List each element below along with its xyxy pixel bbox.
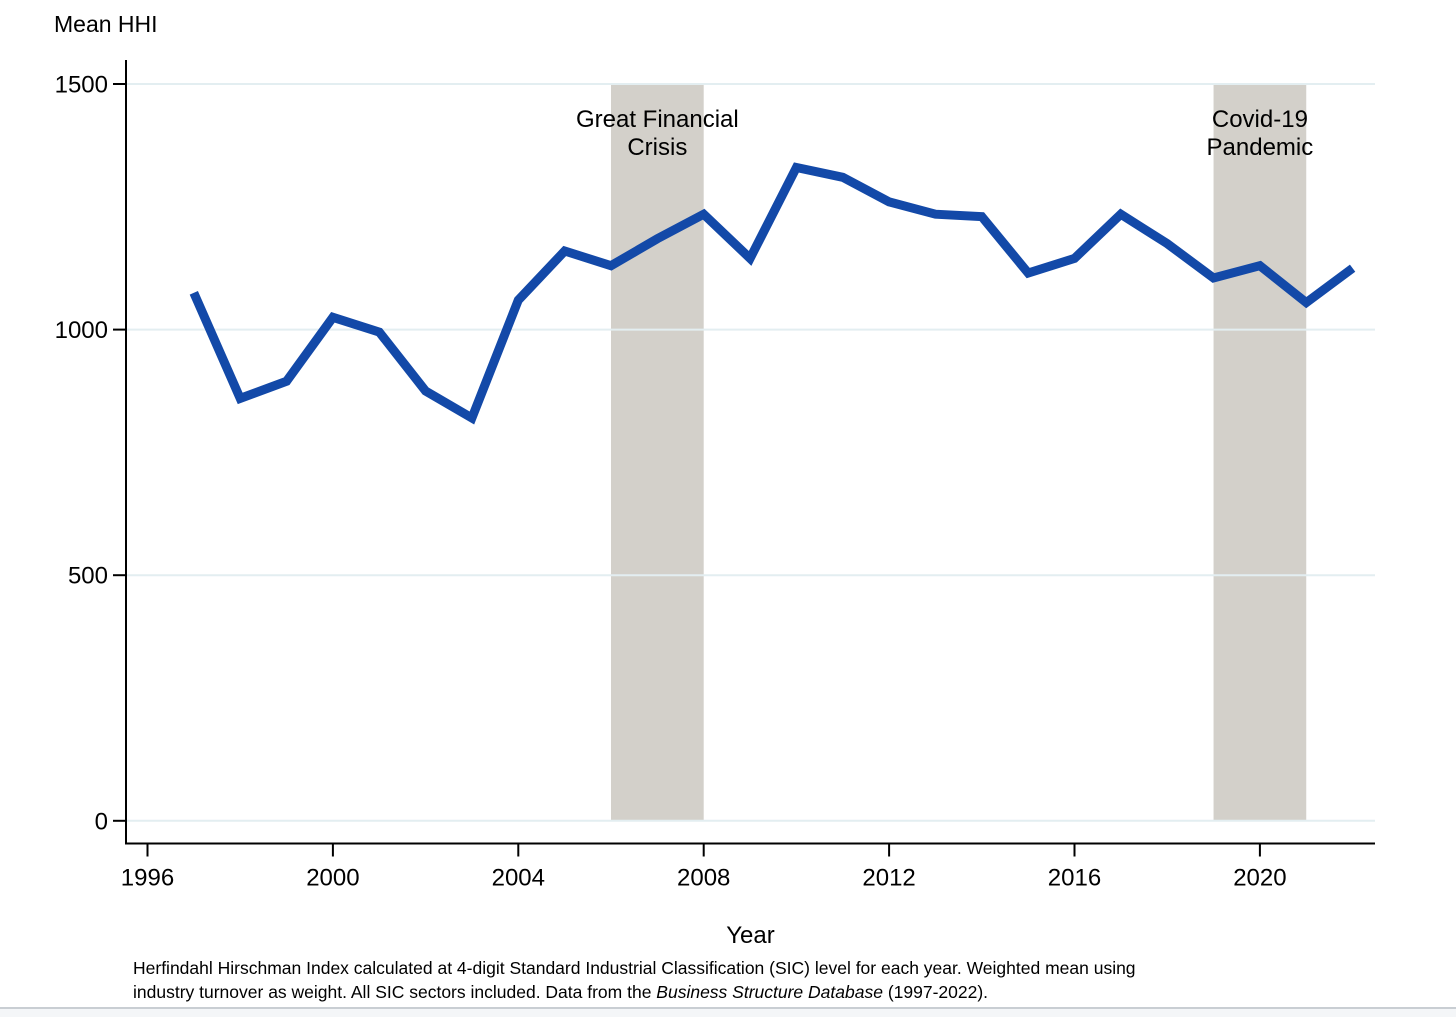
- footnote-line2-suffix: (1997-2022).: [882, 982, 989, 1002]
- window-edge-strip: [0, 1007, 1456, 1017]
- chart-footnote: Herfindahl Hirschman Index calculated at…: [133, 956, 1373, 1004]
- x-tick-label-1996: 1996: [121, 865, 174, 892]
- x-tick-label-2012: 2012: [862, 865, 915, 892]
- y-tick-label-1500: 1500: [55, 72, 108, 99]
- x-tick-label-2004: 2004: [492, 865, 545, 892]
- x-axis-label: Year: [726, 922, 775, 949]
- y-tick-label-1000: 1000: [55, 317, 108, 344]
- y-tick-label-0: 0: [95, 808, 108, 835]
- x-tick-label-2016: 2016: [1048, 865, 1101, 892]
- band-label-0: Great Financial Crisis: [576, 106, 739, 161]
- x-tick-label-2000: 2000: [306, 865, 359, 892]
- event-band-0: [611, 84, 704, 821]
- x-tick-label-2008: 2008: [677, 865, 730, 892]
- y-tick-label-500: 500: [68, 563, 108, 590]
- x-tick-label-2020: 2020: [1233, 865, 1286, 892]
- series-line-mean-hhi: [189, 162, 1356, 425]
- footnote-line1: Herfindahl Hirschman Index calculated at…: [133, 958, 1136, 978]
- event-band-1: [1213, 84, 1307, 821]
- band-label-1: Covid-19 Pandemic: [1207, 106, 1314, 161]
- footnote-line2-prefix: industry turnover as weight. All SIC sec…: [133, 982, 657, 1002]
- chart-title: Mean HHI: [54, 11, 158, 37]
- footnote-source-name: Business Structure Database: [656, 982, 883, 1002]
